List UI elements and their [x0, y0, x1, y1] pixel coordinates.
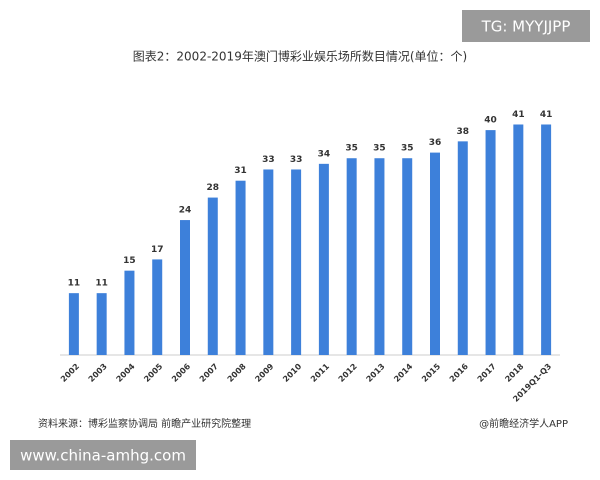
bar — [485, 130, 496, 355]
value-label: 41 — [540, 110, 553, 120]
bar — [346, 158, 357, 355]
bar — [235, 180, 246, 355]
bar — [96, 293, 107, 355]
bar — [263, 169, 274, 355]
value-label: 33 — [262, 155, 275, 165]
value-label: 11 — [68, 279, 81, 289]
bar — [152, 259, 163, 355]
bar — [291, 169, 302, 355]
value-label: 34 — [318, 149, 331, 159]
bar — [430, 152, 440, 355]
value-label: 36 — [429, 138, 442, 148]
site-text: www.china-amhg.com — [20, 447, 186, 465]
bar — [207, 197, 218, 355]
value-label: 35 — [345, 144, 358, 154]
value-label: 38 — [457, 127, 470, 137]
tag-box — [462, 10, 590, 42]
bar — [124, 270, 135, 355]
value-label: 35 — [373, 144, 386, 154]
credit: @前瞻经济学人APP — [479, 417, 568, 430]
value-label: 31 — [234, 166, 247, 176]
value-label: 28 — [207, 183, 220, 193]
bar — [68, 293, 79, 355]
tag-text: TG: MYYJJPP — [481, 18, 571, 36]
value-label: 24 — [179, 206, 192, 216]
bar — [513, 124, 524, 355]
bar — [374, 158, 385, 355]
value-label: 35 — [401, 144, 414, 154]
value-label: 17 — [151, 245, 164, 255]
source-note: 资料来源：博彩监察协调局 前瞻产业研究院整理 — [38, 417, 251, 430]
chart-title: 图表2：2002-2019年澳门博彩业娱乐场所数目情况(单位：个) — [133, 49, 467, 64]
value-label: 33 — [290, 155, 303, 165]
value-label: 11 — [95, 279, 108, 289]
bar — [402, 158, 413, 355]
bar — [457, 141, 468, 355]
value-label: 15 — [123, 256, 136, 266]
bar — [180, 220, 190, 355]
value-label: 40 — [484, 116, 497, 126]
bar — [318, 163, 329, 355]
value-label: 41 — [512, 110, 525, 120]
site-box — [10, 440, 196, 470]
bar — [541, 124, 552, 355]
